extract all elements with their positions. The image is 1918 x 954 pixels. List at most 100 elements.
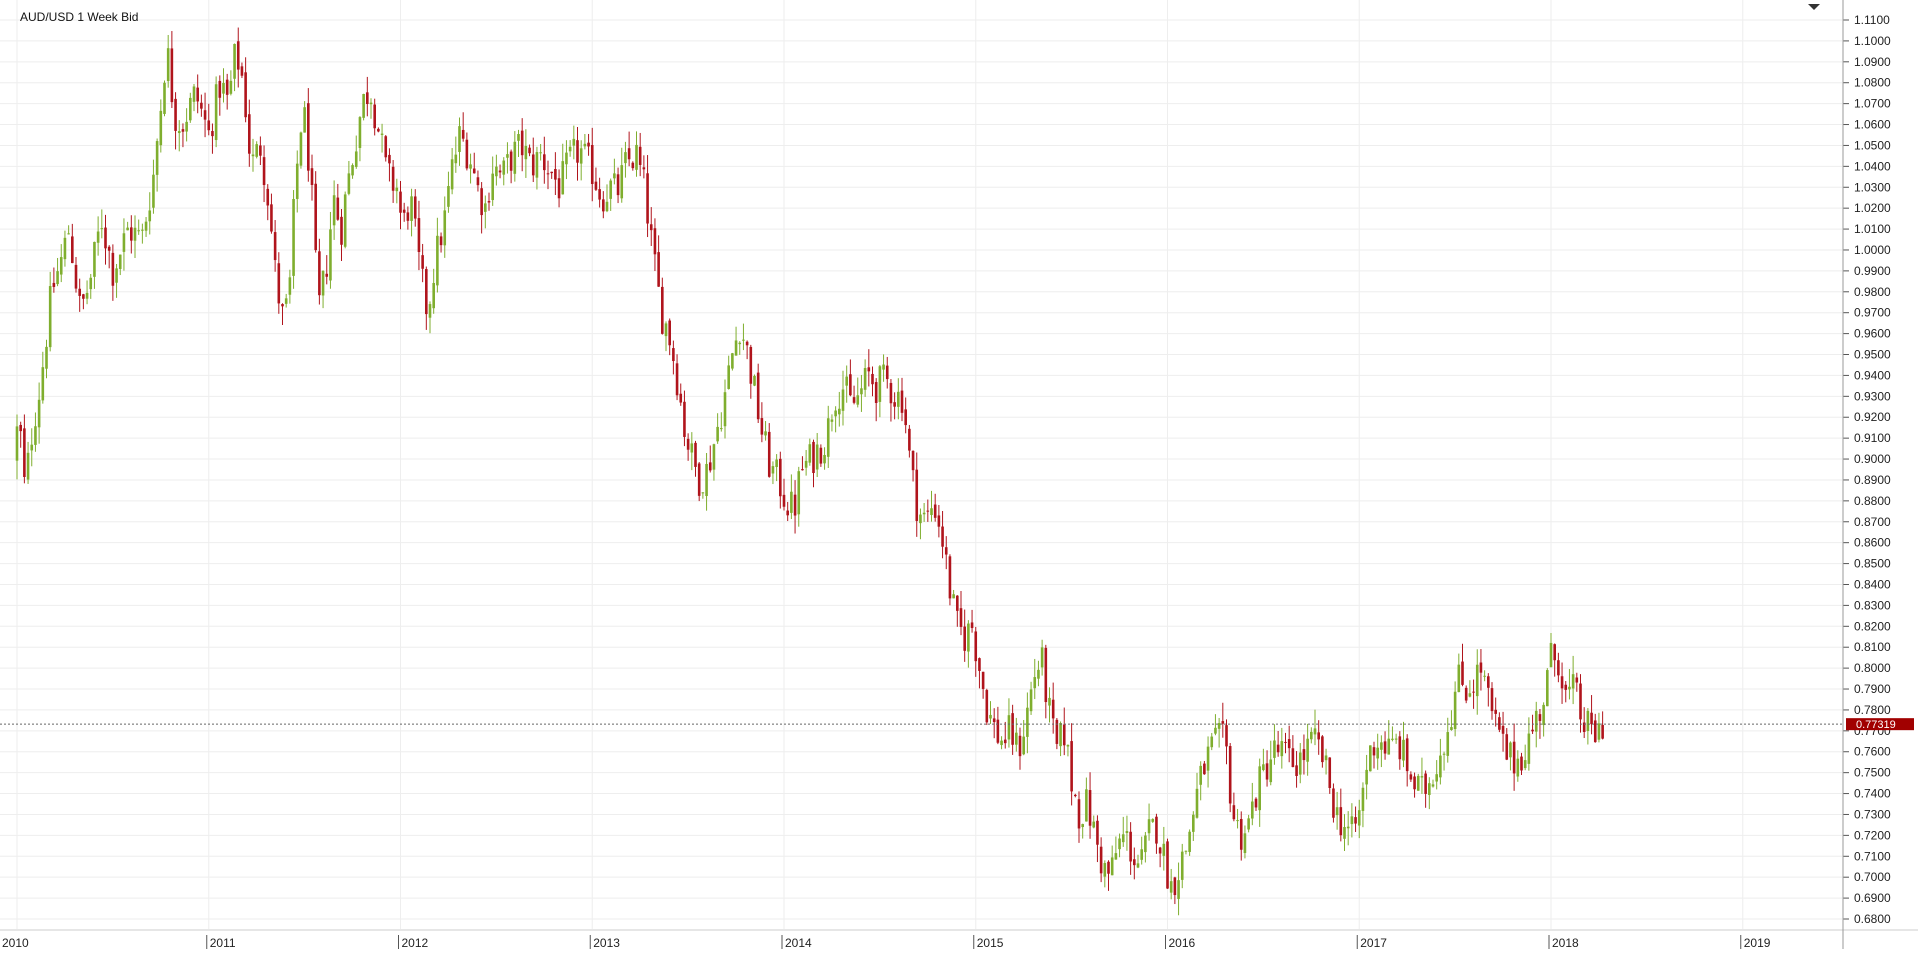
candle-body (93, 241, 96, 277)
y-tick-label: 1.0500 (1854, 138, 1891, 152)
candle (469, 153, 472, 184)
candle (1055, 718, 1059, 750)
candle (369, 98, 373, 119)
candle (978, 657, 981, 689)
candle-body (664, 323, 668, 337)
y-tick-label: 0.8400 (1854, 577, 1891, 591)
candle-body (1416, 775, 1420, 791)
candle-body (756, 372, 760, 420)
candle-body (211, 131, 214, 137)
candle (708, 445, 712, 473)
candle (727, 355, 730, 390)
candle (214, 76, 218, 148)
candle-body (1088, 790, 1092, 826)
candle (1361, 782, 1365, 828)
candle (539, 144, 542, 161)
candle-body (89, 277, 93, 290)
candle (1553, 643, 1556, 677)
candle (1538, 709, 1542, 739)
candle-body (380, 133, 384, 135)
candle-body (590, 144, 594, 184)
candle-body (288, 277, 292, 295)
candle (1464, 685, 1468, 704)
candle (830, 414, 834, 432)
candle-body (155, 141, 159, 175)
candle (159, 99, 163, 153)
candle (554, 152, 557, 195)
candle-body (1254, 798, 1258, 808)
candle (1310, 727, 1313, 744)
candle (458, 117, 461, 166)
candle-body (1129, 831, 1132, 862)
candle-body (978, 658, 981, 671)
candle (266, 184, 270, 221)
candle (1428, 777, 1431, 810)
candle-body (391, 166, 395, 191)
y-tick-label: 0.7400 (1854, 787, 1891, 801)
candle (602, 191, 605, 219)
candle (959, 590, 963, 636)
candle-body (465, 139, 469, 169)
candle-body (1453, 691, 1457, 730)
candle-body (1542, 704, 1545, 726)
candle-body (908, 428, 911, 451)
chevron-down-icon[interactable] (1808, 4, 1820, 10)
candle (1214, 714, 1217, 736)
candle (1494, 697, 1497, 727)
candle-body (1354, 817, 1357, 824)
candle (1199, 761, 1202, 801)
candle (1236, 808, 1239, 829)
candle-body (1549, 642, 1553, 668)
candle-body (1472, 691, 1475, 693)
candle (1405, 734, 1409, 787)
candle-body (1361, 787, 1365, 811)
candle-body (133, 227, 137, 241)
candle (388, 148, 391, 182)
candle (1018, 727, 1022, 770)
candle-body (1512, 741, 1516, 774)
candle-body (738, 342, 742, 345)
candle-body (889, 382, 893, 404)
candle-body (627, 148, 631, 160)
candle-body (1276, 744, 1280, 753)
candle-body (495, 166, 498, 177)
candle (1081, 823, 1084, 839)
candle-body (1287, 739, 1291, 749)
candle (1136, 854, 1140, 869)
candle-body (229, 80, 233, 94)
candle-body (104, 227, 107, 249)
candle (705, 452, 708, 511)
candle-body (192, 86, 196, 102)
candle (1376, 733, 1379, 770)
candle-body (900, 390, 904, 413)
candle (1321, 735, 1324, 768)
candle-body (45, 346, 48, 369)
candle-body (1085, 789, 1088, 822)
candle-body (1516, 758, 1520, 777)
candle-body (572, 138, 576, 146)
candle (439, 232, 443, 253)
candle (908, 424, 911, 458)
candle (141, 223, 144, 244)
candle (874, 378, 878, 422)
y-tick-label: 0.8500 (1854, 557, 1891, 571)
candle-body (1217, 723, 1221, 729)
candle-body (985, 690, 989, 723)
candle-body (952, 594, 955, 599)
candle-body (1546, 670, 1549, 707)
candle (314, 171, 317, 253)
candle (443, 196, 447, 258)
candle-body (310, 168, 314, 185)
candle (557, 169, 561, 208)
candle (871, 366, 874, 397)
candle (697, 462, 701, 502)
candle-body (996, 719, 1000, 743)
candle-body (1081, 824, 1084, 828)
candle (1394, 733, 1398, 744)
y-tick-label: 0.9900 (1854, 264, 1891, 278)
candle-body (373, 104, 376, 129)
candle-body (1291, 748, 1295, 768)
candle-body (646, 173, 649, 224)
candle-body (1302, 749, 1306, 761)
candle (996, 706, 1000, 745)
